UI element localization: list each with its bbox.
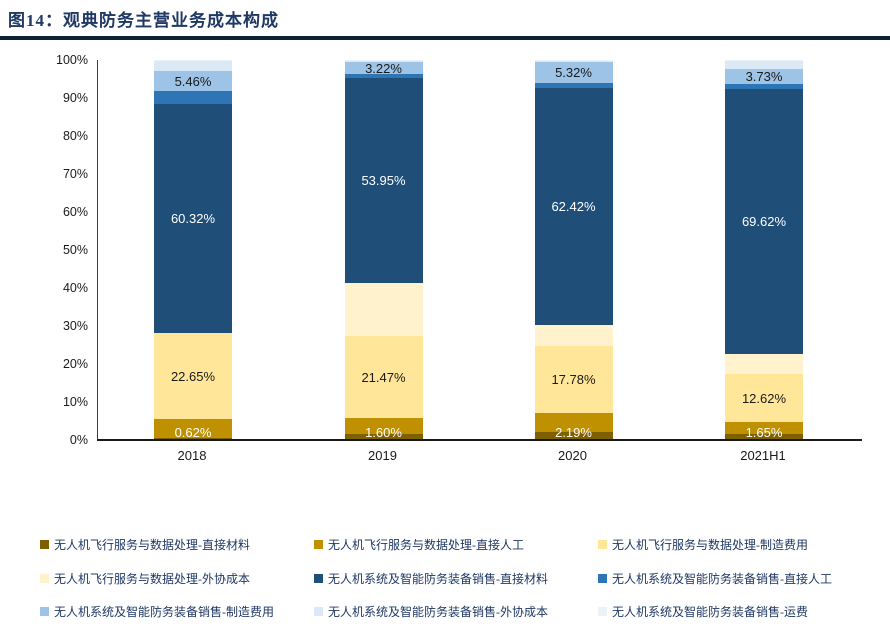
bar-segment: 5.46% xyxy=(154,71,232,92)
legend-label: 无人机飞行服务与数据处理-外协成本 xyxy=(54,570,250,587)
legend-swatch-icon xyxy=(40,574,49,583)
legend-item: 无人机系统及智能防务装备销售-外协成本 xyxy=(314,603,548,620)
bar-segment: 5.32% xyxy=(535,62,613,82)
legend-item: 无人机系统及智能防务装备销售-直接材料 xyxy=(314,570,548,587)
y-axis-tick-label: 80% xyxy=(28,129,88,143)
bar-segment: 22.65% xyxy=(154,333,232,419)
bar-segment xyxy=(154,91,232,103)
data-label: 69.62% xyxy=(742,215,786,228)
legend-label: 无人机飞行服务与数据处理-直接材料 xyxy=(54,536,250,553)
data-label: 1.65% xyxy=(725,426,803,439)
bar-segment xyxy=(725,354,803,375)
data-label: 53.95% xyxy=(361,174,405,187)
bar-segment: 60.32% xyxy=(154,104,232,333)
legend-swatch-icon xyxy=(314,540,323,549)
y-axis-tick-label: 40% xyxy=(28,281,88,295)
data-label: 3.73% xyxy=(746,70,783,83)
y-axis-tick-label: 100% xyxy=(28,53,88,67)
bar-segment: 62.42% xyxy=(535,88,613,325)
x-axis-category-label: 2021H1 xyxy=(708,448,818,463)
stacked-bar-2021H1: 3.73% 69.62% 12.62% 1.65% xyxy=(725,60,803,440)
legend-swatch-icon xyxy=(314,574,323,583)
stacked-bar-2019: 3.22% 53.95% 21.47% 1.60% xyxy=(345,60,423,440)
y-axis-tick-label: 90% xyxy=(28,91,88,105)
bar-segment xyxy=(345,283,423,336)
data-label: 17.78% xyxy=(551,373,595,386)
data-label: 2.19% xyxy=(535,426,613,439)
y-axis-tick-label: 60% xyxy=(28,205,88,219)
bar-segment: 2.19% xyxy=(535,432,613,440)
y-axis-tick-label: 20% xyxy=(28,357,88,371)
legend-swatch-icon xyxy=(314,607,323,616)
legend-swatch-icon xyxy=(40,540,49,549)
bar-segment: 53.95% xyxy=(345,78,423,283)
figure-header: 图14：观典防务主营业务成本构成 xyxy=(0,0,890,40)
legend-label: 无人机系统及智能防务装备销售-直接材料 xyxy=(328,570,548,587)
data-label: 1.60% xyxy=(345,426,423,439)
stacked-bar-2018: 5.46% 60.32% 22.65% 0.62% xyxy=(154,60,232,440)
x-axis-category-label: 2020 xyxy=(518,448,628,463)
data-label: 0.62% xyxy=(154,426,232,439)
chart-legend: 无人机飞行服务与数据处理-直接材料无人机飞行服务与数据处理-直接人工无人机飞行服… xyxy=(0,536,890,636)
data-label: 5.46% xyxy=(175,75,212,88)
legend-label: 无人机系统及智能防务装备销售-运费 xyxy=(612,603,808,620)
y-axis-tick-label: 0% xyxy=(28,433,88,447)
bar-segment: 17.78% xyxy=(535,346,613,414)
legend-label: 无人机系统及智能防务装备销售-制造费用 xyxy=(54,603,274,620)
data-label: 21.47% xyxy=(361,371,405,384)
bar-segment xyxy=(535,325,613,346)
legend-swatch-icon xyxy=(598,574,607,583)
legend-swatch-icon xyxy=(40,607,49,616)
bar-segment: 3.22% xyxy=(345,62,423,74)
data-label: 60.32% xyxy=(171,212,215,225)
data-label: 62.42% xyxy=(551,200,595,213)
stacked-bar-2020: 5.32% 62.42% 17.78% 2.19% xyxy=(535,60,613,440)
y-axis-tick-label: 50% xyxy=(28,243,88,257)
legend-item: 无人机系统及智能防务装备销售-运费 xyxy=(598,603,808,620)
bar-segment: 21.47% xyxy=(345,336,423,418)
legend-item: 无人机飞行服务与数据处理-直接人工 xyxy=(314,536,524,553)
bar-segment: 3.73% xyxy=(725,69,803,83)
legend-label: 无人机系统及智能防务装备销售-外协成本 xyxy=(328,603,548,620)
y-axis-tick-label: 70% xyxy=(28,167,88,181)
figure-title: 图14：观典防务主营业务成本构成 xyxy=(8,6,279,31)
legend-label: 无人机系统及智能防务装备销售-直接人工 xyxy=(612,570,832,587)
legend-item: 无人机系统及智能防务装备销售-直接人工 xyxy=(598,570,832,587)
legend-item: 无人机飞行服务与数据处理-直接材料 xyxy=(40,536,250,553)
bar-segment: 69.62% xyxy=(725,89,803,354)
y-axis-tick-label: 10% xyxy=(28,395,88,409)
legend-swatch-icon xyxy=(598,607,607,616)
data-label: 12.62% xyxy=(742,392,786,405)
data-label: 5.32% xyxy=(555,66,592,79)
plot-area: 5.46% 60.32% 22.65% 0.62% 3.22% 53.95% 21.47% 1… xyxy=(97,60,862,440)
x-axis-category-label: 2018 xyxy=(137,448,247,463)
legend-item: 无人机飞行服务与数据处理-外协成本 xyxy=(40,570,250,587)
legend-label: 无人机飞行服务与数据处理-直接人工 xyxy=(328,536,524,553)
bar-segment: 12.62% xyxy=(725,374,803,422)
legend-label: 无人机飞行服务与数据处理-制造费用 xyxy=(612,536,808,553)
data-label: 22.65% xyxy=(171,370,215,383)
y-axis-tick-label: 30% xyxy=(28,319,88,333)
stacked-bar-chart: 5.46% 60.32% 22.65% 0.62% 3.22% 53.95% 21.47% 1… xyxy=(0,40,890,480)
legend-item: 无人机系统及智能防务装备销售-制造费用 xyxy=(40,603,274,620)
legend-swatch-icon xyxy=(598,540,607,549)
bar-segment xyxy=(154,61,232,71)
x-axis-category-label: 2019 xyxy=(328,448,438,463)
legend-item: 无人机飞行服务与数据处理-制造费用 xyxy=(598,536,808,553)
data-label: 3.22% xyxy=(365,62,402,75)
